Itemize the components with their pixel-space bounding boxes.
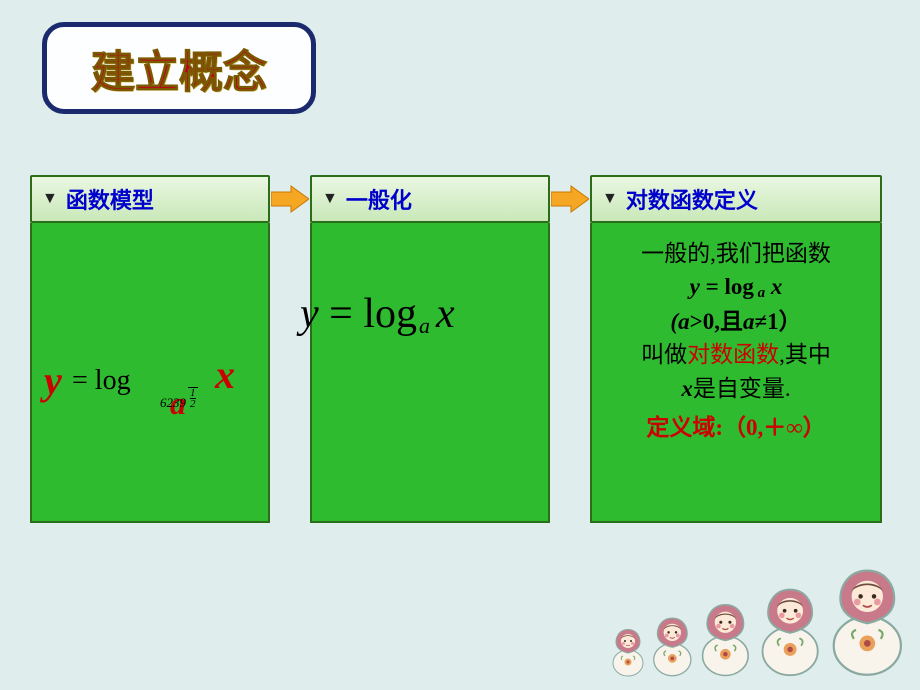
triangle-down-icon: ▼ xyxy=(322,190,338,208)
variable-y: y xyxy=(44,357,62,404)
doll-icon xyxy=(650,615,695,677)
definition-line5: x是自变量. xyxy=(600,372,872,405)
panel-body-definition: 一般的,我们把函数 y = log a x (a>0,且a≠1） 叫做对数函数,… xyxy=(590,223,882,523)
panel-heading-label: 对数函数定义 xyxy=(626,183,758,215)
definition-condition: (a>0,且a≠1） xyxy=(600,305,872,338)
definition-domain: 定义域:（0,＋∞） xyxy=(600,411,872,444)
definition-line1: 一般的,我们把函数 xyxy=(600,237,872,270)
triangle-down-icon: ▼ xyxy=(602,190,618,208)
panel-definition: ▼ 对数函数定义 一般的,我们把函数 y = log a x (a>0,且a≠1… xyxy=(590,175,882,523)
panel-header: ▼ 函数模型 xyxy=(30,175,270,223)
page-title: 建立概念 xyxy=(91,36,267,100)
panel-body xyxy=(310,223,550,523)
doll-icon xyxy=(827,565,908,677)
panel-function-model: ▼ 函数模型 y = log a x 623912 xyxy=(30,175,270,523)
triangle-down-icon: ▼ xyxy=(42,190,58,208)
doll-icon xyxy=(610,627,646,677)
panel-body: y = log a x 623912 xyxy=(30,223,270,523)
panels-row: ▼ 函数模型 y = log a x 623912 ▼ 一般化 xyxy=(30,175,882,523)
equals-log: = log xyxy=(72,365,131,397)
title-box: 建立概念 xyxy=(42,22,316,114)
doll-icon xyxy=(698,601,753,677)
doll-icon xyxy=(757,585,823,677)
arrow-icon xyxy=(550,175,590,223)
panel-header: ▼ 一般化 xyxy=(310,175,550,223)
panel-heading-label: 一般化 xyxy=(346,183,412,215)
subscript-root: 623912 xyxy=(160,387,198,409)
panel-generalize: ▼ 一般化 xyxy=(310,175,550,523)
panel-header: ▼ 对数函数定义 xyxy=(590,175,882,223)
formula-model: y = log a x 623912 xyxy=(40,355,260,435)
arrow-icon xyxy=(270,175,310,223)
panel-heading-label: 函数模型 xyxy=(66,183,154,215)
variable-x: x xyxy=(215,351,235,398)
definition-line4: 叫做对数函数,其中 xyxy=(600,338,872,371)
dolls-decoration xyxy=(610,565,908,682)
formula-general: y = logax xyxy=(300,290,455,339)
definition-formula: y = log a x xyxy=(600,270,872,305)
